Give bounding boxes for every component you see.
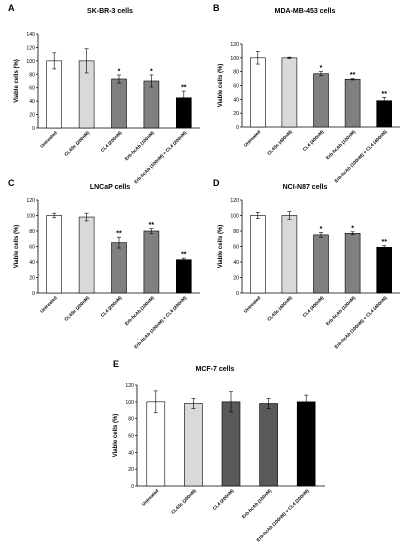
y-tick-label: 0 [32, 291, 35, 297]
significance-label: ** [181, 85, 187, 92]
y-tick-label: 20 [233, 276, 239, 282]
bar [221, 401, 241, 487]
significance-label: * [150, 68, 153, 75]
y-tick-label: 120 [125, 383, 134, 389]
y-tick-label: 100 [26, 59, 35, 65]
bar [111, 242, 127, 294]
y-axis-label: Viable cells (%) [14, 59, 20, 103]
y-tick-label: 120 [230, 198, 239, 204]
y-tick-label: 80 [128, 417, 134, 423]
y-tick-label: 120 [26, 45, 35, 51]
significance-label: * [320, 226, 323, 233]
y-tick-label: 60 [233, 245, 239, 251]
y-tick-label: 60 [233, 84, 239, 90]
bar [46, 215, 63, 294]
panel-letter: A [8, 3, 15, 13]
y-tick-label: 60 [128, 434, 134, 440]
bar [376, 100, 393, 128]
y-tick-label: 100 [125, 400, 134, 406]
y-tick-label: 40 [128, 450, 134, 456]
panel-letter: C [8, 178, 15, 188]
bar [250, 57, 266, 128]
y-tick-label: 100 [26, 214, 35, 220]
bar [250, 215, 266, 294]
y-tick-label: 0 [236, 291, 239, 297]
bar [111, 78, 127, 129]
y-tick-label: 40 [29, 99, 35, 105]
bar [78, 216, 95, 294]
significance-label: * [351, 225, 354, 232]
y-tick-label: 80 [233, 229, 239, 235]
bar [46, 60, 63, 129]
significance-label: ** [149, 222, 155, 229]
y-tick-label: 100 [230, 56, 239, 62]
significance-label: ** [116, 231, 122, 238]
significance-label: * [320, 65, 323, 72]
y-tick-label: 20 [29, 276, 35, 282]
y-tick-label: 0 [32, 126, 35, 132]
bar [313, 73, 329, 128]
y-axis-label: Viable cells (%) [113, 414, 119, 458]
significance-label: ** [181, 252, 187, 259]
bar [259, 403, 278, 487]
panel-letter: D [213, 178, 220, 188]
y-tick-label: 140 [26, 32, 35, 38]
bar [143, 230, 160, 294]
y-tick-label: 40 [233, 97, 239, 103]
y-tick-label: 20 [29, 113, 35, 119]
bar [376, 246, 393, 294]
y-tick-label: 80 [233, 70, 239, 76]
y-tick-label: 100 [230, 214, 239, 220]
chart-title: LNCaP cells [90, 184, 130, 191]
bar [313, 234, 329, 294]
chart-title: SK-BR-3 cells [87, 8, 133, 15]
bar [143, 80, 160, 129]
bar [146, 401, 166, 487]
bar [176, 259, 192, 294]
bar [296, 401, 316, 487]
y-tick-label: 120 [26, 198, 35, 204]
y-tick-label: 40 [29, 260, 35, 266]
y-tick-label: 40 [233, 260, 239, 266]
y-tick-label: 0 [236, 125, 239, 131]
panel-letter: B [213, 3, 220, 13]
y-axis-label: Viable cells (%) [218, 64, 224, 108]
y-tick-label: 60 [29, 86, 35, 92]
y-tick-label: 80 [29, 229, 35, 235]
y-tick-label: 0 [131, 484, 134, 490]
y-tick-label: 80 [29, 72, 35, 78]
y-tick-label: 20 [233, 111, 239, 117]
chart-title: MDA-MB-453 cells [275, 8, 336, 15]
y-tick-label: 120 [230, 42, 239, 48]
significance-label: ** [381, 239, 387, 246]
bar [281, 215, 298, 294]
chart-title: MCF-7 cells [196, 366, 235, 373]
y-axis-label: Viable cells (%) [218, 225, 224, 269]
bar [281, 57, 298, 128]
panel-letter: E [113, 359, 119, 369]
y-tick-label: 60 [29, 245, 35, 251]
significance-label: * [118, 68, 121, 75]
y-tick-label: 20 [128, 467, 134, 473]
bar [184, 403, 203, 487]
significance-label: ** [381, 91, 387, 98]
chart-title: NCI-N87 cells [283, 184, 328, 191]
significance-label: ** [350, 72, 356, 79]
y-axis-label: Viable cells (%) [14, 225, 20, 269]
bar [344, 233, 361, 294]
bar [344, 78, 361, 128]
